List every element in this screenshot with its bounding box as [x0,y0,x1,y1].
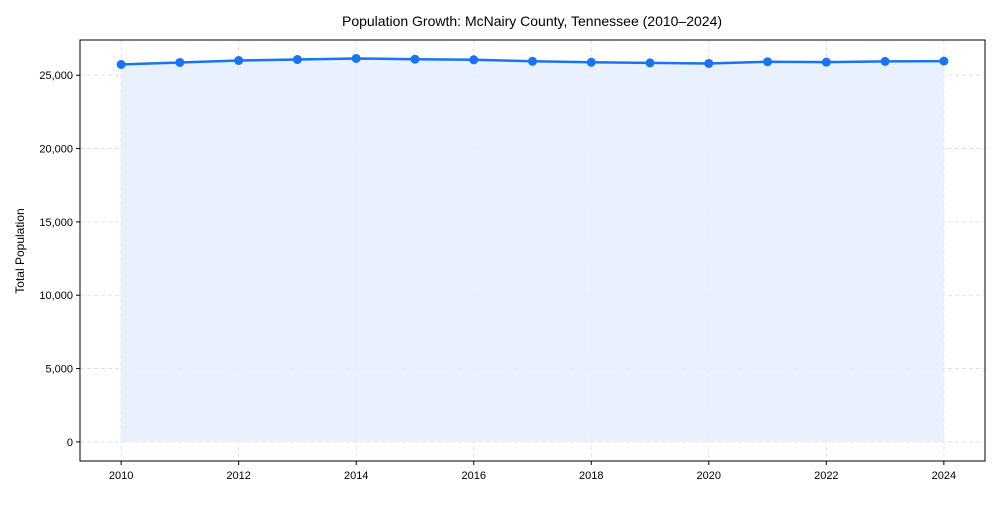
data-point [528,56,537,66]
x-tick-label: 2018 [579,470,603,482]
x-tick-label: 2012 [226,470,250,482]
data-points [116,53,949,69]
y-axis: 0 5,000 10,000 15,000 20,000 25,000 [39,70,80,449]
x-tick-label: 2010 [109,470,133,482]
data-point [410,54,420,64]
x-tick-label: 2022 [814,470,838,482]
y-axis-label: Total Population [13,208,27,293]
data-point [292,55,302,65]
data-point [234,56,244,66]
y-tick-label: 15,000 [39,217,73,229]
x-tick-label: 2024 [932,470,956,482]
chart-title: Population Growth: McNairy County, Tenne… [342,13,722,29]
x-tick-label: 2020 [697,470,721,482]
data-point [351,53,361,63]
data-point [116,59,126,69]
y-tick-label: 5,000 [45,364,73,376]
y-tick-label: 0 [67,437,73,449]
y-tick-label: 10,000 [39,290,73,302]
data-point [645,58,655,68]
data-point [821,57,831,67]
x-axis: 2010 2012 2014 2016 2018 2020 2022 2024 [109,461,956,482]
data-point [175,57,185,67]
y-tick-label: 25,000 [39,70,73,82]
y-tick-label: 20,000 [39,144,73,156]
plot-frame [79,39,986,462]
data-point [763,57,773,67]
data-point [469,55,479,65]
x-tick-label: 2014 [344,470,368,482]
data-point [586,57,596,67]
data-point [704,58,714,68]
area-fill [121,58,944,442]
data-point [939,56,949,66]
data-point [880,56,890,66]
x-tick-label: 2016 [461,470,485,482]
